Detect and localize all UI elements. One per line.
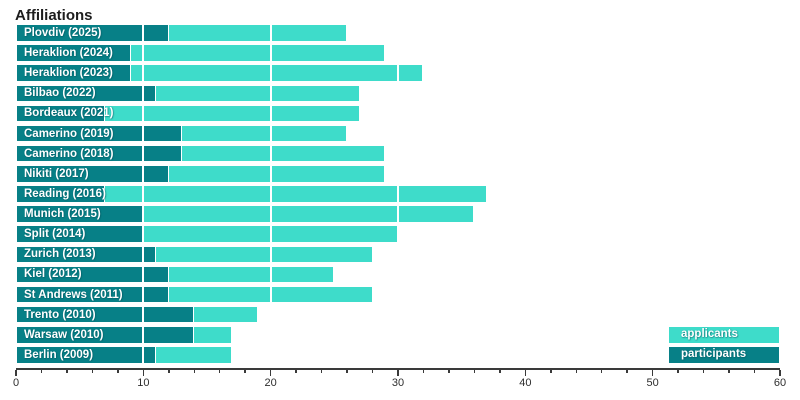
category-label: Heraklion (2024) bbox=[24, 47, 113, 60]
participants-bar bbox=[16, 84, 157, 103]
participants-bar bbox=[16, 165, 169, 183]
axis-minor-tick bbox=[499, 370, 501, 374]
axis-minor-tick bbox=[320, 370, 323, 374]
axis-minor-tick bbox=[753, 370, 756, 374]
axis-tick-label: 40 bbox=[519, 377, 532, 390]
category-label: Reading (2016) bbox=[24, 187, 106, 200]
category-label: Warsaw (2010) bbox=[24, 328, 104, 341]
axis-major-tick bbox=[269, 370, 272, 376]
legend-applicants: applicants bbox=[668, 326, 780, 344]
axis-minor-tick bbox=[346, 370, 348, 374]
category-label: Berlin (2009) bbox=[24, 348, 94, 361]
category-label: Zurich (2013) bbox=[24, 248, 96, 261]
bar-row: Trento (2010) bbox=[16, 305, 800, 324]
category-label: Split (2014) bbox=[24, 228, 86, 241]
bar-row: Nikiti (2017) bbox=[16, 165, 800, 183]
gridline bbox=[524, 24, 527, 364]
bar-row: Munich (2015) bbox=[16, 205, 800, 223]
axis-minor-tick bbox=[728, 370, 730, 374]
axis-minor-tick bbox=[702, 370, 705, 374]
axis-minor-tick bbox=[473, 370, 476, 374]
category-label: Camerino (2018) bbox=[24, 147, 114, 160]
axis-minor-tick bbox=[40, 370, 43, 374]
axis-tick-label: 60 bbox=[773, 377, 787, 390]
category-label: Nikiti (2017) bbox=[24, 167, 89, 180]
bar-row: Bordeaux (2021) bbox=[16, 104, 800, 123]
participants-bar bbox=[16, 305, 195, 324]
category-label: Trento (2010) bbox=[24, 308, 96, 321]
participants-bar bbox=[16, 44, 131, 62]
axis-tick-label: 50 bbox=[646, 377, 659, 390]
axis-major-tick bbox=[142, 370, 145, 376]
participants-bar bbox=[16, 24, 169, 42]
bar-row: Kiel (2012) bbox=[16, 265, 800, 284]
axis-minor-tick bbox=[218, 370, 221, 374]
axis-minor-tick bbox=[66, 370, 68, 374]
participants-bar bbox=[16, 185, 106, 203]
bar-row: Warsaw (2010) bbox=[16, 326, 800, 344]
axis-tick-label: 30 bbox=[391, 377, 405, 390]
axis-minor-tick bbox=[117, 370, 119, 374]
participants-bar bbox=[16, 245, 157, 264]
gridline bbox=[142, 24, 145, 364]
category-label: Bilbao (2022) bbox=[24, 87, 96, 100]
participants-bar bbox=[16, 285, 169, 304]
bar-row: Plovdiv (2025) bbox=[16, 24, 800, 42]
category-label: Munich (2015) bbox=[24, 208, 101, 221]
axis-minor-tick bbox=[550, 370, 552, 374]
axis-tick-label: 20 bbox=[264, 377, 277, 390]
x-axis-line bbox=[16, 368, 780, 371]
category-label: Kiel (2012) bbox=[24, 268, 82, 281]
axis-major-tick bbox=[651, 370, 654, 376]
participants-bar bbox=[16, 265, 169, 284]
axis-minor-tick bbox=[244, 370, 246, 374]
bar-row: Zurich (2013) bbox=[16, 245, 800, 264]
bar-row: Camerino (2018) bbox=[16, 144, 800, 163]
participants-bar bbox=[16, 144, 182, 163]
bar-row: Split (2014) bbox=[16, 225, 800, 243]
gridline bbox=[651, 24, 654, 364]
bar-row: Reading (2016) bbox=[16, 185, 800, 203]
bar-row: Heraklion (2023) bbox=[16, 64, 800, 82]
bar-row: Camerino (2019) bbox=[16, 124, 800, 143]
axis-tick-label: 10 bbox=[137, 377, 150, 390]
axis-tick-label: 0 bbox=[12, 377, 20, 390]
axis-minor-tick bbox=[448, 370, 450, 374]
axis-major-tick bbox=[779, 370, 781, 376]
category-label: Plovdiv (2025) bbox=[24, 26, 102, 39]
bar-row: Heraklion (2024) bbox=[16, 44, 800, 62]
category-label: Heraklion (2023) bbox=[24, 67, 113, 80]
participants-bar bbox=[16, 124, 182, 143]
axis-minor-tick bbox=[295, 370, 297, 374]
chart-title: Affiliations bbox=[15, 7, 93, 24]
axis-minor-tick bbox=[626, 370, 628, 374]
bar-row: Berlin (2009) bbox=[16, 346, 800, 364]
axis-major-tick bbox=[397, 370, 399, 376]
axis-minor-tick bbox=[193, 370, 196, 374]
axis-major-tick bbox=[524, 370, 527, 376]
axis-minor-tick bbox=[575, 370, 578, 374]
bar-row: St Andrews (2011) bbox=[16, 285, 800, 304]
axis-minor-tick bbox=[677, 370, 679, 374]
category-label: St Andrews (2011) bbox=[24, 288, 123, 301]
legend-participants: participants bbox=[668, 346, 780, 364]
participants-bar bbox=[16, 346, 157, 364]
bar-row: Bilbao (2022) bbox=[16, 84, 800, 103]
axis-minor-tick bbox=[600, 370, 603, 374]
gridline bbox=[397, 24, 399, 364]
axis-minor-tick bbox=[91, 370, 94, 374]
gridline bbox=[269, 24, 272, 364]
axis-minor-tick bbox=[168, 370, 170, 374]
axis-minor-tick bbox=[422, 370, 425, 374]
axis-minor-tick bbox=[371, 370, 374, 374]
participants-bar bbox=[16, 64, 131, 82]
axis-major-tick bbox=[15, 370, 17, 376]
category-label: Camerino (2019) bbox=[24, 127, 114, 140]
category-label: Bordeaux (2021) bbox=[24, 107, 114, 120]
participants-bar bbox=[16, 326, 195, 344]
participants-bar bbox=[16, 104, 106, 123]
